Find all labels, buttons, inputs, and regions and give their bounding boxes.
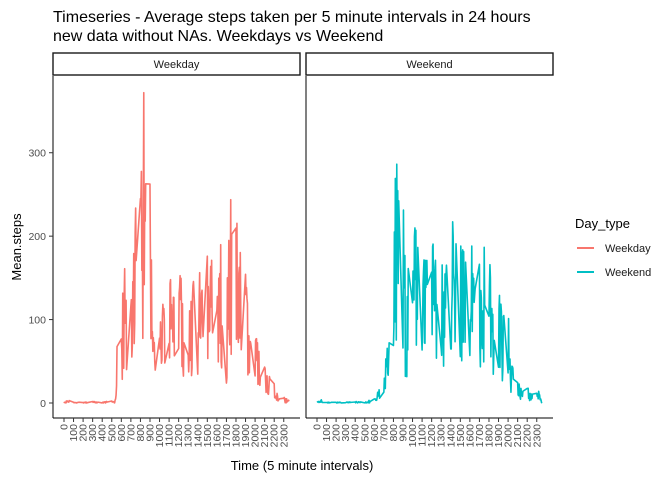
x-tick-label: 1200: [426, 424, 438, 448]
x-tick-label: 1300: [183, 424, 195, 448]
x-tick-label: 900: [397, 424, 409, 442]
x-tick-label: 1800: [230, 424, 242, 448]
x-tick-label: 100: [321, 424, 333, 442]
x-tick-label: 1700: [474, 424, 486, 448]
x-axis-title: Time (5 minute intervals): [231, 458, 374, 473]
x-tick-label: 400: [97, 424, 109, 442]
legend-label-weekday: Weekday: [605, 243, 651, 255]
x-tick-label: 1400: [192, 424, 204, 448]
x-tick-label: 2000: [503, 424, 515, 448]
x-tick-label: 800: [388, 424, 400, 442]
x-tick-label: 600: [116, 424, 128, 442]
x-tick-label: 1600: [464, 424, 476, 448]
x-tick-label: 300: [340, 424, 352, 442]
x-tick-label: 500: [106, 424, 118, 442]
x-tick-label: 2000: [250, 424, 262, 448]
x-tick-label: 0: [58, 424, 70, 430]
x-tick-label: 400: [350, 424, 362, 442]
x-tick-label: 900: [144, 424, 156, 442]
x-tick-label: 1200: [173, 424, 185, 448]
x-tick-label: 1700: [221, 424, 233, 448]
chart-title-line-1: Timeseries - Average steps taken per 5 m…: [53, 9, 531, 26]
x-tick-label: 2300: [531, 424, 543, 448]
facet-panel-weekday: Weekday010020030001002003004005006007008…: [28, 52, 301, 448]
x-tick-label: 700: [125, 424, 137, 442]
legend-label-weekend: Weekend: [605, 267, 651, 279]
x-tick-label: 1100: [164, 424, 176, 447]
facet-strip-weekday: [52, 52, 301, 76]
x-tick-label: 1000: [407, 424, 419, 448]
series-line-weekend: [316, 163, 543, 404]
chart-title-line-2: new data without NAs. Weekdays vs Weeken…: [53, 28, 383, 45]
x-tick-label: 200: [78, 424, 90, 442]
facet-strip-label: Weekend: [406, 59, 452, 71]
x-tick-label: 300: [87, 424, 99, 442]
x-tick-label: 1600: [211, 424, 223, 448]
x-tick-label: 2100: [512, 424, 524, 448]
x-tick-label: 100: [68, 424, 80, 442]
y-tick-label: 300: [28, 148, 46, 160]
facet-strip-label: Weekday: [154, 59, 200, 71]
x-tick-label: 1900: [240, 424, 252, 448]
x-tick-label: 500: [359, 424, 371, 442]
facet-panel-weekend: Weekend010020030040050060070080090010001…: [305, 52, 554, 448]
x-tick-label: 1800: [483, 424, 495, 448]
x-tick-label: 0: [311, 424, 323, 430]
x-tick-label: 700: [378, 424, 390, 442]
series-line-weekday: [63, 91, 290, 404]
legend: Day_type Weekday Weekend: [575, 216, 651, 279]
x-tick-label: 1500: [202, 424, 214, 448]
x-tick-label: 2200: [269, 424, 281, 448]
x-tick-label: 200: [331, 424, 343, 442]
x-tick-label: 1100: [417, 424, 429, 447]
x-tick-label: 600: [369, 424, 381, 442]
legend-title: Day_type: [575, 216, 630, 231]
x-tick-label: 800: [135, 424, 147, 442]
x-tick-label: 2200: [522, 424, 534, 448]
x-tick-label: 1900: [493, 424, 505, 448]
x-tick-label: 1000: [154, 424, 166, 448]
x-tick-label: 2100: [259, 424, 271, 448]
y-tick-label: 100: [28, 315, 46, 327]
facet-strip-weekend: [305, 52, 554, 76]
x-tick-label: 1500: [455, 424, 467, 448]
x-tick-label: 1300: [436, 424, 448, 448]
x-tick-label: 2300: [278, 424, 290, 448]
y-tick-label: 0: [40, 398, 46, 410]
y-axis-title: Mean.steps: [9, 213, 24, 281]
legend-keys: Weekday Weekend: [577, 243, 651, 279]
x-tick-label: 1400: [445, 424, 457, 448]
y-tick-label: 200: [28, 231, 46, 243]
facet-panels: Weekday010020030001002003004005006007008…: [28, 52, 554, 448]
